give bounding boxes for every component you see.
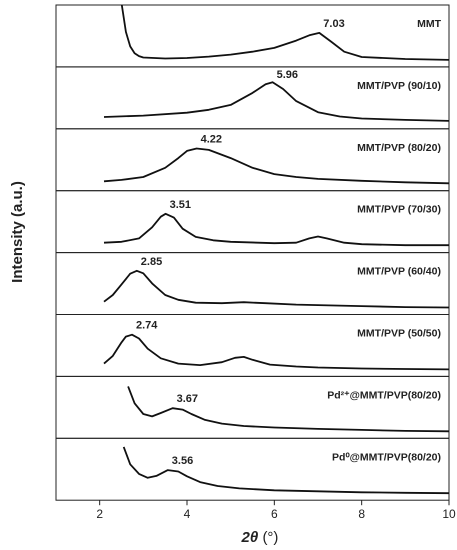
- panel-name: Pd²⁺@MMT/PVP(80/20): [327, 389, 441, 401]
- panel: MMT/PVP (90/10) 5.96: [55, 66, 450, 130]
- x-axis: 2 4 6 8 10: [96, 500, 456, 521]
- x-axis-label-unit: (°): [262, 529, 278, 546]
- series-line: [127, 386, 449, 433]
- panel-name: MMT: [417, 18, 441, 30]
- peak-label: 7.03: [323, 18, 344, 30]
- panel-name: MMT/PVP (90/10): [357, 80, 441, 92]
- x-tick-label: 6: [271, 507, 278, 521]
- panel-frame: [55, 375, 450, 439]
- x-tick-label: 10: [442, 507, 456, 521]
- panel: MMT/PVP (60/40) 2.85: [55, 252, 450, 316]
- panel-frame: [55, 314, 450, 377]
- series-line: [122, 446, 449, 495]
- panel-name: MMT/PVP (70/30): [357, 204, 441, 216]
- panel-name: MMT/PVP (80/20): [357, 142, 441, 154]
- panels-group: MMT 7.03 MMT/PVP (90/10) 5.96 MMT/PVP (80/20…: [55, 4, 450, 501]
- panel: MMT/PVP (50/50) 2.74: [55, 314, 450, 377]
- peak-label: 2.85: [141, 256, 162, 268]
- series-line: [103, 147, 449, 185]
- series-line: [103, 81, 449, 122]
- panel: MMT/PVP (80/20) 4.22: [55, 128, 450, 192]
- x-axis-label: 2θ (°): [241, 529, 279, 546]
- panel-name: MMT/PVP (60/40): [357, 266, 441, 278]
- series-line: [103, 269, 449, 309]
- series-line: [103, 212, 449, 247]
- panel-frame: [55, 252, 450, 316]
- peak-label: 2.74: [136, 320, 158, 332]
- x-axis-label-main: 2θ: [241, 529, 259, 546]
- x-tick-label: 8: [358, 507, 365, 521]
- peak-label: 3.67: [177, 393, 198, 405]
- panel: Pd²⁺@MMT/PVP(80/20) 3.67: [55, 375, 450, 439]
- panel: MMT 7.03: [55, 4, 450, 68]
- panel-frame: [55, 437, 450, 501]
- series-line: [103, 333, 449, 371]
- panel-name: Pd⁰@MMT/PVP(80/20): [332, 451, 441, 463]
- x-tick-label: 2: [96, 507, 103, 521]
- peak-label: 5.96: [277, 69, 298, 81]
- panel: MMT/PVP (70/30) 3.51: [55, 190, 450, 254]
- y-axis-label: Intensity (a.u.): [9, 181, 26, 283]
- peak-label: 3.51: [170, 199, 191, 211]
- x-tick-label: 4: [184, 507, 191, 521]
- panel: Pd⁰@MMT/PVP(80/20) 3.56: [55, 437, 450, 501]
- peak-label: 3.56: [172, 455, 193, 467]
- panel-name: MMT/PVP (50/50): [357, 328, 441, 340]
- peak-label: 4.22: [201, 133, 222, 145]
- series-line: [120, 5, 449, 61]
